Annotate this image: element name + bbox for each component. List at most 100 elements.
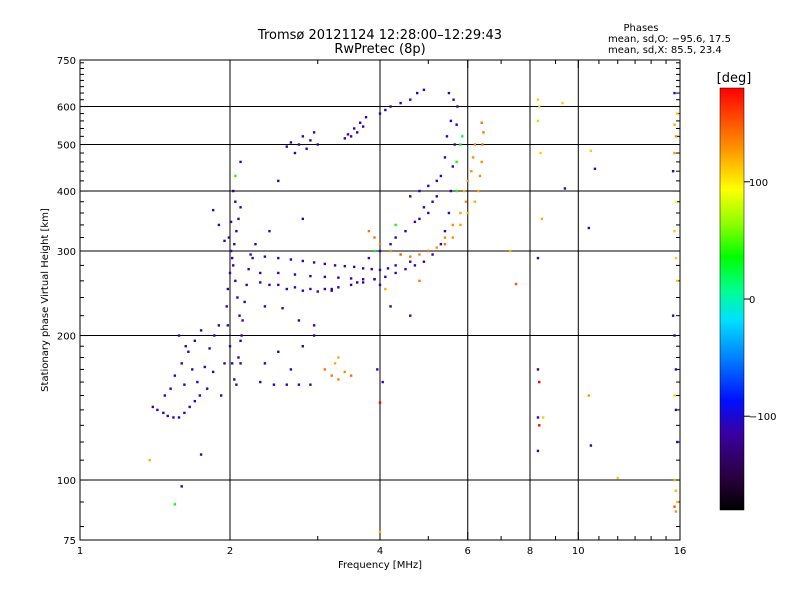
data-point — [205, 387, 209, 390]
x-axis-label: Frequency [MHz] — [338, 560, 422, 571]
data-point — [508, 249, 512, 253]
data-point — [462, 189, 466, 193]
data-point — [305, 147, 308, 150]
data-point — [337, 356, 340, 359]
data-point — [673, 91, 676, 95]
x-tick-label: 4 — [377, 546, 383, 557]
data-point — [352, 265, 356, 269]
data-point — [449, 119, 453, 123]
data-point — [213, 334, 216, 337]
data-point — [289, 141, 293, 144]
data-point — [312, 324, 316, 327]
data-point — [259, 271, 262, 275]
data-point — [676, 500, 679, 504]
data-point — [230, 256, 234, 260]
data-point — [169, 387, 172, 390]
data-point — [378, 112, 382, 115]
data-point — [470, 169, 473, 173]
data-point — [289, 368, 293, 371]
data-point — [456, 105, 459, 108]
data-point — [536, 449, 540, 453]
data-point — [199, 453, 203, 456]
data-point — [389, 242, 392, 246]
data-point — [177, 416, 181, 419]
data-point — [309, 287, 312, 291]
data-point — [676, 112, 679, 115]
data-point — [422, 260, 426, 263]
data-point — [404, 267, 407, 271]
data-point — [259, 380, 262, 384]
data-point — [386, 267, 390, 270]
data-point — [418, 279, 421, 283]
data-point — [361, 281, 365, 284]
data-point — [346, 133, 350, 136]
data-point — [455, 123, 458, 126]
data-point — [536, 119, 540, 123]
data-point — [226, 287, 230, 291]
data-point — [451, 236, 455, 239]
colorbar-unit-label: [deg] — [717, 71, 752, 86]
data-point — [263, 362, 267, 365]
data-point — [536, 98, 540, 101]
data-point — [228, 345, 232, 348]
data-point — [459, 143, 462, 146]
data-point — [409, 195, 412, 198]
data-point — [404, 229, 407, 233]
data-point — [343, 137, 347, 140]
data-point — [333, 264, 337, 267]
data-point — [239, 160, 242, 164]
data-point — [180, 485, 183, 488]
data-point — [418, 189, 421, 193]
data-point — [173, 503, 177, 506]
data-point — [203, 365, 206, 369]
data-point — [676, 440, 679, 444]
data-point — [673, 151, 676, 155]
data-point — [297, 143, 301, 146]
data-point — [199, 329, 203, 332]
data-point — [381, 380, 384, 384]
data-point — [241, 319, 244, 322]
data-point — [293, 273, 297, 276]
data-point — [309, 274, 312, 278]
chart-subtitle: RwPretec (8p) — [334, 42, 425, 57]
data-point — [337, 378, 340, 381]
phase-stats-x-mode: mean, sd,X: 85.5, 23.4 — [608, 45, 722, 56]
data-point — [163, 394, 167, 397]
data-point — [674, 510, 678, 513]
data-point — [455, 160, 458, 164]
data-point — [234, 279, 237, 283]
data-point — [301, 259, 305, 263]
data-point — [234, 200, 237, 203]
data-point — [514, 282, 518, 286]
data-point — [439, 242, 443, 246]
data-point — [673, 334, 676, 337]
data-point — [312, 131, 316, 134]
colorbar-tick-label: 100 — [749, 178, 768, 189]
data-point — [233, 242, 236, 246]
data-point — [349, 135, 353, 138]
x-tick-label: 2 — [227, 546, 233, 557]
data-point — [394, 236, 397, 239]
data-point — [480, 121, 483, 124]
y-tick-label: 750 — [57, 56, 76, 67]
data-point — [674, 489, 678, 492]
data-point — [293, 286, 297, 289]
data-point — [455, 189, 458, 193]
data-point — [394, 271, 397, 275]
data-point — [418, 253, 421, 256]
data-point — [538, 105, 541, 108]
data-point — [301, 345, 305, 348]
data-point — [297, 319, 301, 322]
data-point — [361, 267, 365, 270]
y-tick-label: 500 — [57, 141, 76, 152]
data-point — [277, 350, 280, 353]
y-tick-label: 200 — [57, 332, 76, 343]
data-point — [309, 383, 312, 386]
data-point — [418, 217, 421, 221]
data-point — [268, 283, 271, 287]
data-point — [232, 264, 235, 267]
data-point — [378, 242, 382, 246]
data-point — [211, 208, 215, 212]
data-point — [361, 125, 365, 128]
data-point — [673, 229, 676, 233]
